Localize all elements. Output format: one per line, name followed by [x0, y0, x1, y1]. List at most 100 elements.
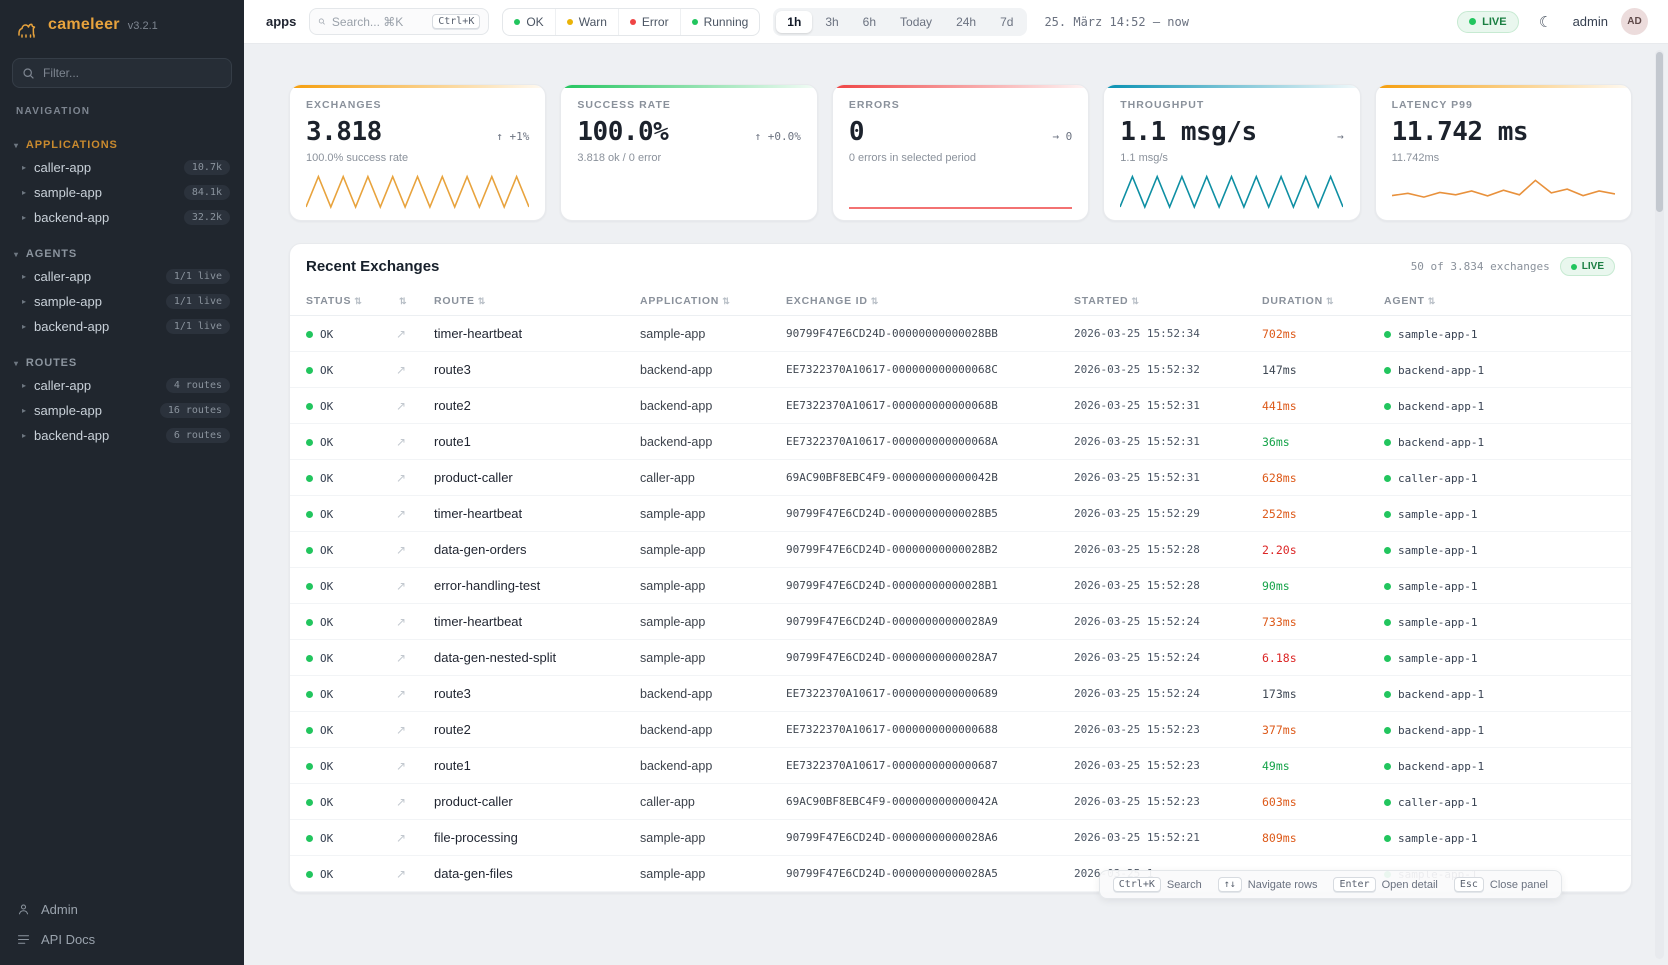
open-exchange-icon[interactable]: ↗: [396, 758, 407, 773]
stat-subtext: 1.1 msg/s: [1120, 152, 1168, 164]
hint-keycap: Esc: [1453, 877, 1484, 892]
route-cell: route1: [424, 747, 630, 784]
sort-icon[interactable]: ⇅: [870, 296, 880, 306]
table-row[interactable]: OK ↗ error-handling-test sample-app 9079…: [290, 567, 1631, 604]
duration-cell: 628ms: [1252, 459, 1374, 496]
section-header-applications[interactable]: ▾ APPLICATIONS: [0, 135, 244, 155]
table-row[interactable]: OK ↗ route2 backend-app EE7322370A10617-…: [290, 711, 1631, 748]
column-header-started[interactable]: STARTED ⇅: [1064, 287, 1252, 316]
open-exchange-icon[interactable]: ↗: [396, 578, 407, 593]
table-live-badge[interactable]: LIVE: [1559, 257, 1615, 276]
time-range-button[interactable]: 3h: [814, 11, 849, 33]
open-exchange-icon[interactable]: ↗: [396, 722, 407, 737]
sidebar-item-agent[interactable]: ▸ backend-app 1/1 live: [0, 314, 244, 339]
section-header-agents[interactable]: ▾ AGENTS: [0, 244, 244, 264]
sidebar-item-api-docs[interactable]: API Docs: [16, 932, 228, 947]
sparkline-chart: [305, 172, 530, 210]
stat-card[interactable]: EXCHANGES 3.818 ↑ +1% 100.0% success rat…: [289, 84, 547, 221]
sidebar-item-application[interactable]: ▸ caller-app 10.7k: [0, 155, 244, 180]
sort-icon[interactable]: ⇅: [722, 296, 731, 306]
dark-mode-toggle[interactable]: ☾: [1532, 8, 1560, 36]
avatar[interactable]: AD: [1621, 8, 1648, 35]
time-range-button[interactable]: 1h: [776, 10, 813, 33]
table-row[interactable]: OK ↗ product-caller caller-app 69AC90BF8…: [290, 459, 1631, 496]
status-filter-chip[interactable]: Warn: [556, 8, 619, 35]
table-row[interactable]: OK ↗ route3 backend-app EE7322370A10617-…: [290, 351, 1631, 388]
exchange-id-cell: 69AC90BF8EBC4F9-000000000000042B: [776, 459, 1064, 496]
column-header-open[interactable]: ⇅: [386, 287, 424, 316]
sort-icon[interactable]: ⇅: [1326, 296, 1335, 306]
time-range-button[interactable]: 6h: [852, 11, 887, 33]
sidebar-filter-input[interactable]: [12, 58, 232, 88]
sidebar-item-agent[interactable]: ▸ caller-app 1/1 live: [0, 264, 244, 289]
sidebar-item-application[interactable]: ▸ sample-app 84.1k: [0, 180, 244, 205]
column-header-exchange-id[interactable]: EXCHANGE ID ⇅: [776, 287, 1064, 316]
table-row[interactable]: OK ↗ data-gen-nested-split sample-app 90…: [290, 639, 1631, 676]
open-exchange-icon[interactable]: ↗: [396, 326, 407, 341]
column-header-application[interactable]: APPLICATION ⇅: [630, 287, 776, 316]
column-header-route[interactable]: ROUTE ⇅: [424, 287, 630, 316]
table-row[interactable]: OK ↗ timer-heartbeat sample-app 90799F47…: [290, 603, 1631, 640]
stat-card[interactable]: ERRORS 0 → 0 0 errors in selected period: [831, 84, 1090, 221]
status-filter-chip[interactable]: OK: [503, 8, 556, 35]
sort-icon[interactable]: ⇅: [399, 296, 408, 306]
time-range-button[interactable]: Today: [889, 11, 943, 33]
time-range-button[interactable]: 24h: [945, 11, 987, 33]
sidebar-item-admin[interactable]: Admin: [16, 902, 228, 917]
sidebar-item-agent[interactable]: ▸ sample-app 1/1 live: [0, 289, 244, 314]
sort-icon[interactable]: ⇅: [354, 296, 363, 306]
open-exchange-icon[interactable]: ↗: [396, 398, 407, 413]
sidebar-item-application[interactable]: ▸ backend-app 32.2k: [0, 205, 244, 230]
section-header-routes[interactable]: ▾ ROUTES: [0, 353, 244, 373]
section-title: APPLICATIONS: [25, 139, 118, 151]
brand-name: cameleer: [48, 16, 120, 33]
table-row[interactable]: OK ↗ route2 backend-app EE7322370A10617-…: [290, 387, 1631, 424]
sidebar-item-route[interactable]: ▸ backend-app 6 routes: [0, 423, 244, 448]
route-cell: timer-heartbeat: [424, 603, 630, 640]
open-exchange-icon[interactable]: ↗: [396, 614, 407, 629]
open-exchange-icon[interactable]: ↗: [396, 506, 407, 521]
sidebar-item-route[interactable]: ▸ sample-app 16 routes: [0, 398, 244, 423]
global-search-input[interactable]: [331, 14, 427, 29]
sort-icon[interactable]: ⇅: [477, 296, 487, 306]
stat-card[interactable]: LATENCY P99 11.742 ms 11.742ms: [1374, 84, 1633, 221]
sidebar-item-route[interactable]: ▸ caller-app 4 routes: [0, 373, 244, 398]
status-cell: OK: [290, 603, 386, 640]
started-cell: 2026-03-25 15:52:23: [1064, 747, 1252, 784]
panel-header: Recent Exchanges 50 of 3.834 exchanges L…: [290, 244, 1631, 287]
open-exchange-icon[interactable]: ↗: [396, 470, 407, 485]
table-row[interactable]: OK ↗ timer-heartbeat sample-app 90799F47…: [290, 495, 1631, 532]
open-exchange-icon[interactable]: ↗: [396, 542, 407, 557]
date-range[interactable]: 25. März 14:52 — now: [1044, 14, 1189, 29]
status-label: OK: [320, 651, 334, 665]
open-exchange-icon[interactable]: ↗: [396, 794, 407, 809]
column-header-agent[interactable]: AGENT ⇅: [1374, 287, 1631, 316]
table-row[interactable]: OK ↗ file-processing sample-app 90799F47…: [290, 819, 1631, 856]
open-exchange-icon[interactable]: ↗: [396, 434, 407, 449]
open-exchange-icon[interactable]: ↗: [396, 686, 407, 701]
table-row[interactable]: OK ↗ route1 backend-app EE7322370A10617-…: [290, 423, 1631, 460]
open-exchange-icon[interactable]: ↗: [396, 362, 407, 377]
status-filter-chip[interactable]: Running: [681, 9, 760, 35]
column-header-status[interactable]: STATUS ⇅: [290, 287, 386, 316]
time-range-button[interactable]: 7d: [989, 11, 1024, 33]
open-exchange-icon[interactable]: ↗: [396, 866, 407, 881]
table-row[interactable]: OK ↗ timer-heartbeat sample-app 90799F47…: [290, 315, 1631, 352]
scrollbar[interactable]: [1655, 50, 1664, 959]
status-filter-chip[interactable]: Error: [619, 8, 681, 35]
live-badge[interactable]: LIVE: [1457, 10, 1519, 33]
table-row[interactable]: OK ↗ product-caller caller-app 69AC90BF8…: [290, 783, 1631, 820]
sort-icon[interactable]: ⇅: [1427, 296, 1437, 306]
table-row[interactable]: OK ↗ data-gen-orders sample-app 90799F47…: [290, 531, 1631, 568]
column-header-duration[interactable]: DURATION ⇅: [1252, 287, 1374, 316]
open-exchange-icon[interactable]: ↗: [396, 830, 407, 845]
scrollbar-thumb[interactable]: [1656, 52, 1663, 212]
table-row[interactable]: OK ↗ route1 backend-app EE7322370A10617-…: [290, 747, 1631, 784]
sidebar-item-badge: 4 routes: [165, 378, 230, 393]
table-row[interactable]: OK ↗ route3 backend-app EE7322370A10617-…: [290, 675, 1631, 712]
stat-card[interactable]: THROUGHPUT 1.1 msg/s → 1.1 msg/s: [1103, 84, 1361, 221]
open-exchange-icon[interactable]: ↗: [396, 650, 407, 665]
sort-icon[interactable]: ⇅: [1131, 296, 1140, 306]
stat-card[interactable]: SUCCESS RATE 100.0% ↑ +0.0% 3.818 ok / 0…: [560, 84, 818, 221]
status-ok-dot: [306, 690, 313, 698]
